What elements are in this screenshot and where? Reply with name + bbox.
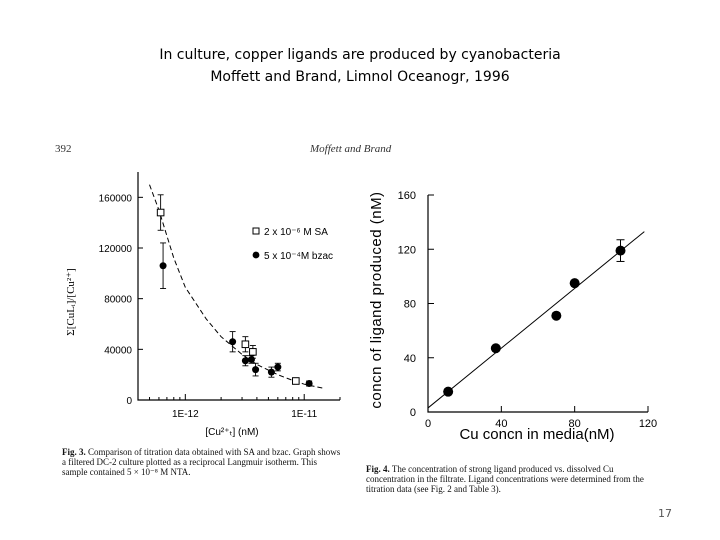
fig3-bzac-point [274,363,282,371]
fig4-data-points [443,239,626,397]
fig3-caption-text: Comparison of titration data obtained wi… [62,447,341,477]
fig4-y-ticks: 0 40 80 120 160 [398,190,434,419]
figure-4-chart: 0 40 80 120 160 0 40 80 120 concn of ligand pro… [368,190,657,443]
fig4-y-tick-label: 80 [404,299,416,311]
journal-running-head: Moffett and Brand [310,143,392,155]
legend-filled-circle-marker [252,251,260,259]
legend-sa-label: 2 x 10⁻⁶ M SA [264,227,328,238]
fig3-sa-point [156,208,165,217]
fig3-bzac-point [247,355,255,363]
fig3-x-tick-label: 1E-11 [291,409,317,420]
fig3-y-tick-label: 120000 [99,244,133,255]
fig3-bzac-point [305,380,313,388]
fig4-data-point [569,278,580,289]
legend-open-square-marker [252,227,260,235]
fig4-caption-label: Fig. 4. [366,464,390,474]
fig3-sa-point [241,340,250,349]
fig4-x-axis-label: Cu concn in media(nM) [459,426,614,443]
fig4-data-point [551,310,562,321]
fig4-data-point [443,386,454,397]
fig4-x-tick-label: 120 [639,418,657,430]
fig3-y-tick-label: 80000 [104,295,132,306]
fig3-y-tick-label: 0 [126,396,132,407]
fig3-sa-point [292,377,300,385]
fig3-bzac-point [252,366,260,374]
fig4-y-tick-label: 120 [398,244,416,256]
fig3-x-axis-label: [Cu²⁺ₜ] (nM) [205,427,258,438]
fig3-y-tick-label: 160000 [99,193,133,204]
figure-3-chart: 0 40000 80000 120000 160000 1E-12 1E-11 2 x 1… [65,172,341,438]
fig3-y-ticks: 0 40000 80000 120000 160000 [99,193,143,407]
fig4-caption-text: The concentration of strong ligand produ… [366,464,644,494]
fig3-axes [137,172,340,401]
fig4-x-ticks: 0 40 80 120 [425,406,657,430]
journal-page-number: 392 [55,143,72,155]
fig3-fit-curve [149,184,326,390]
slide-title-line-2: Moffett and Brand, Limnol Oceanogr, 1996 [210,69,510,85]
fig4-x-tick-label: 80 [569,418,581,430]
fig4-x-tick-label: 0 [425,418,431,430]
fig4-x-tick-label: 40 [495,418,507,430]
fig3-sa-point [249,348,257,356]
fig4-axes [427,195,648,413]
fig3-bzac-point [159,262,167,270]
fig3-bzac-point [241,357,249,365]
fig4-y-tick-label: 160 [398,190,416,202]
fig3-caption-label: Fig. 3. [62,447,86,457]
fig4-y-tick-label: 0 [410,407,416,419]
fig3-x-tick-label: 1E-12 [172,409,199,420]
slide-number: 17 [658,507,672,520]
fig4-data-point [490,343,501,354]
fig3-bzac-point [267,368,275,376]
fig3-y-tick-label: 40000 [104,345,132,356]
fig4-data-point [615,245,626,256]
fig4-y-tick-label: 40 [404,353,416,365]
fig3-data-points [156,194,313,388]
fig3-x-ticks: 1E-12 1E-11 [137,394,341,420]
fig3-legend: 2 x 10⁻⁶ M SA 5 x 10⁻⁴M bzac [252,227,333,262]
fig3-bzac-point [229,338,237,346]
slide-title-line-1: In culture, copper ligands are produced … [159,47,561,63]
fig4-y-axis-label: concn of ligand produced (nM) [368,191,385,408]
legend-bzac-label: 5 x 10⁻⁴M bzac [264,251,333,262]
fig3-y-axis-label: Σ[CuLᵢ]/[Cu²⁺] [65,268,77,335]
fig4-fit-line [427,231,645,409]
slide-title: In culture, copper ligands are produced … [0,44,720,88]
figure-4-caption: Fig. 4. The concentration of strong liga… [366,464,662,494]
figure-3-caption: Fig. 3. Comparison of titration data obt… [62,447,344,477]
